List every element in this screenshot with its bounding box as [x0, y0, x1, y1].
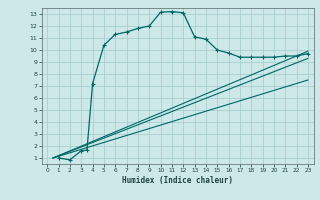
- X-axis label: Humidex (Indice chaleur): Humidex (Indice chaleur): [122, 176, 233, 185]
